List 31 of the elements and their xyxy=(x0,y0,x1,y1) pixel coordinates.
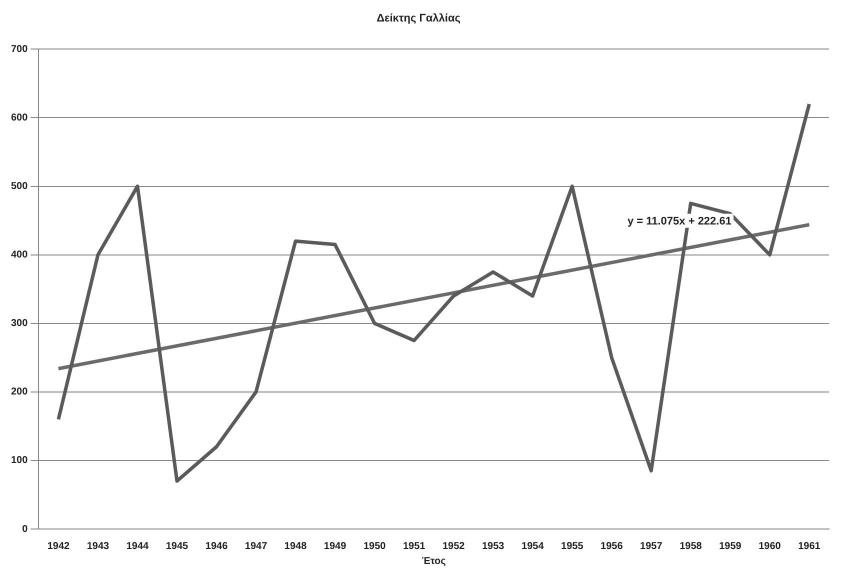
x-tick-label: 1951 xyxy=(402,540,426,552)
x-tick-label: 1943 xyxy=(86,540,110,552)
y-tick-label: 700 xyxy=(10,44,28,55)
y-tick-label: 500 xyxy=(10,181,28,192)
chart-title: Δείκτης Γαλλίας xyxy=(376,12,461,25)
x-tick-label: 1952 xyxy=(442,540,466,552)
x-tick-label: 1942 xyxy=(47,540,70,552)
x-tick-label: 1947 xyxy=(244,540,268,552)
x-tick-label: 1961 xyxy=(798,540,821,552)
x-tick-label: 1948 xyxy=(284,540,308,552)
x-tick-label: 1949 xyxy=(324,540,347,552)
x-tick-label: 1944 xyxy=(126,540,150,552)
x-tick-label: 1945 xyxy=(166,540,189,552)
y-tick-label: 600 xyxy=(10,112,28,124)
x-axis-title: Έτος xyxy=(422,556,446,567)
x-tick-label: 1955 xyxy=(561,540,584,552)
x-tick-label: 1957 xyxy=(640,540,663,552)
x-tick-label: 1958 xyxy=(680,540,702,552)
x-tick-label: 1950 xyxy=(363,540,386,552)
y-tick-label: 200 xyxy=(10,386,28,398)
x-tick-label: 1959 xyxy=(719,540,742,552)
annotation: y = 11.075x + 222.61 xyxy=(627,215,732,228)
y-tick-label: 100 xyxy=(10,455,28,466)
y-tick-label: 0 xyxy=(22,524,28,535)
y-tick-label: 300 xyxy=(10,318,28,330)
x-tick-label: 1946 xyxy=(205,540,228,552)
x-tick-label: 1954 xyxy=(522,540,544,552)
x-tick-label: 1953 xyxy=(482,540,505,552)
x-tick-label: 1960 xyxy=(758,540,782,552)
x-tick-label: 1956 xyxy=(600,540,624,552)
y-tick-label: 400 xyxy=(10,250,28,261)
